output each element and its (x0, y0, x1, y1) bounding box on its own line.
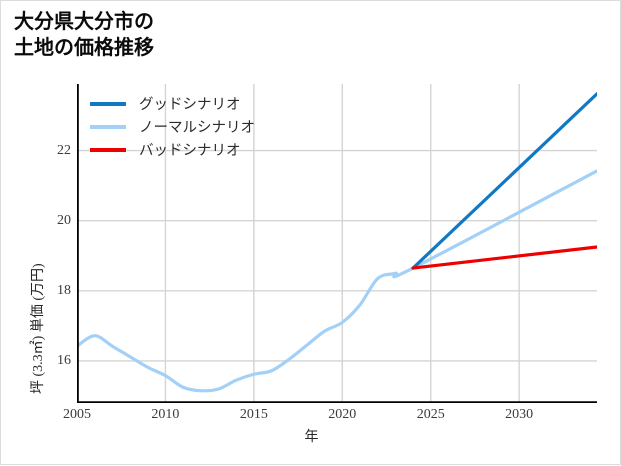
plot-area (77, 84, 597, 403)
x-tick-label: 2015 (239, 407, 268, 422)
x-tick-label: 2025 (416, 407, 445, 422)
x-tick-label: 2020 (328, 407, 357, 422)
x-axis-title: 年 (304, 430, 319, 445)
legend-swatch-icon (90, 147, 126, 152)
x-tick-label: 2010 (151, 407, 180, 422)
legend-swatch-icon (90, 101, 126, 106)
chart-title: 大分県大分市の 土地の価格推移 (14, 11, 154, 60)
y-tick-label: 22 (57, 142, 71, 158)
legend-label: グッドシナリオ (139, 97, 241, 113)
gridlines (77, 84, 597, 403)
x-tick-label: 2005 (63, 407, 91, 422)
axis-frame (77, 84, 597, 403)
x-tick-label: 2030 (505, 407, 534, 422)
series-line-bad (411, 245, 597, 270)
legend-item: グッドシナリオ (90, 92, 310, 115)
chart-legend: グッドシナリオ ノーマルシナリオ バッドシナリオ (90, 92, 310, 161)
series-lines (77, 92, 597, 393)
legend-label: バッドシナリオ (139, 143, 241, 159)
series-line-good (411, 92, 597, 270)
legend-label: ノーマルシナリオ (139, 120, 255, 136)
y-tick-labels: 16 18 20 22 (37, 1, 71, 466)
y-tick-label: 20 (57, 212, 71, 228)
legend-item: バッドシナリオ (90, 138, 310, 161)
y-tick-label: 18 (57, 282, 71, 298)
y-axis-title: 坪 (3.3㎡) 単価 (万円) (31, 263, 46, 394)
legend-item: ノーマルシナリオ (90, 115, 310, 138)
series-line-normal (77, 169, 597, 393)
y-tick-label: 16 (57, 352, 71, 368)
legend-swatch-icon (90, 124, 126, 129)
plot-svg (77, 84, 597, 403)
